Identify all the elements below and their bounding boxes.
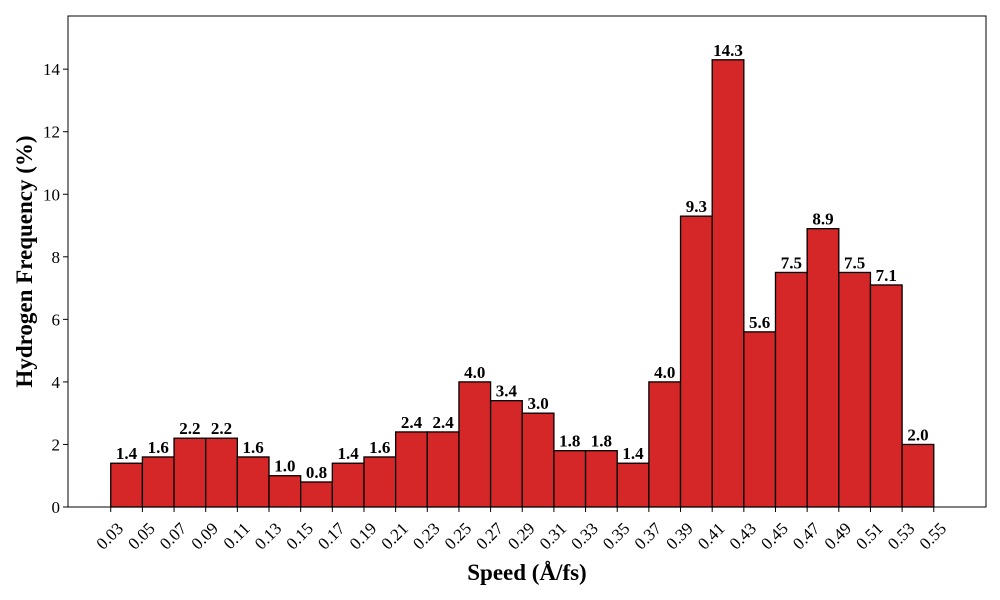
x-tick-label-5: 0.13 <box>251 519 285 553</box>
bar-21 <box>774 271 808 508</box>
bar-value-label-16: 1.4 <box>622 444 644 463</box>
bar-9 <box>394 431 428 508</box>
bar-value-label-2: 2.2 <box>179 419 200 438</box>
x-tick-label-12: 0.27 <box>472 519 507 554</box>
bar-value-label-11: 4.0 <box>464 363 485 382</box>
x-tick-label-7: 0.17 <box>314 519 349 554</box>
x-tick-label-13: 0.29 <box>504 519 538 553</box>
bar-value-label-9: 2.4 <box>401 413 423 432</box>
bar-14 <box>553 450 587 508</box>
bar-value-label-23: 7.5 <box>844 253 865 272</box>
bar-value-label-18: 9.3 <box>686 197 707 216</box>
x-ticks-group: 0.030.050.070.090.110.130.150.170.190.21… <box>93 507 950 554</box>
bar-16 <box>616 462 650 508</box>
y-tick-label-0: 0 <box>52 498 61 517</box>
y-ticks-group: 0 2 4 6 8 10 12 14 <box>43 60 68 517</box>
bar-value-label-3: 2.2 <box>211 419 232 438</box>
bar-value-label-0: 1.4 <box>116 444 138 463</box>
bar-13 <box>521 412 555 508</box>
bar-11 <box>458 381 492 508</box>
bar-value-label-4: 1.6 <box>243 438 264 457</box>
x-tick-label-24: 0.51 <box>852 519 886 553</box>
bar-value-label-25: 2.0 <box>907 425 928 444</box>
x-tick-label-11: 0.25 <box>441 519 475 553</box>
bar-value-label-5: 1.0 <box>274 457 295 476</box>
bar-value-label-19: 14.3 <box>713 41 743 60</box>
x-tick-label-14: 0.31 <box>536 519 570 553</box>
x-tick-label-15: 0.33 <box>567 519 601 553</box>
bars-group <box>110 59 935 508</box>
bar-25 <box>901 443 935 508</box>
x-tick-label-9: 0.21 <box>377 519 411 553</box>
y-axis-label: Hydrogen Frequency (%) <box>12 135 37 387</box>
y-tick-label-3: 6 <box>52 310 61 329</box>
x-tick-label-0: 0.03 <box>93 519 127 553</box>
x-tick-label-21: 0.45 <box>757 519 791 553</box>
x-tick-label-22: 0.47 <box>789 519 824 554</box>
bar-value-label-7: 1.4 <box>338 444 360 463</box>
bar-7 <box>331 462 365 508</box>
bar-8 <box>363 456 397 508</box>
y-tick-label-6: 12 <box>43 123 60 142</box>
bar-value-label-24: 7.1 <box>876 266 897 285</box>
bar-17 <box>648 381 682 508</box>
y-tick-label-5: 10 <box>43 185 60 204</box>
x-tick-label-18: 0.39 <box>662 519 696 553</box>
bar-1 <box>141 456 175 508</box>
bar-2 <box>173 437 207 508</box>
bar-15 <box>584 450 618 508</box>
bar-value-label-8: 1.6 <box>369 438 390 457</box>
bar-19 <box>711 59 745 508</box>
x-tick-label-19: 0.41 <box>694 519 728 553</box>
bar-value-label-22: 8.9 <box>812 210 833 229</box>
y-tick-label-7: 14 <box>43 60 61 79</box>
bar-value-label-6: 0.8 <box>306 463 327 482</box>
bar-6 <box>300 481 333 508</box>
x-tick-label-3: 0.09 <box>188 519 222 553</box>
x-tick-label-16: 0.35 <box>599 519 633 553</box>
x-tick-label-25: 0.53 <box>884 519 918 553</box>
y-tick-label-2: 4 <box>52 373 61 392</box>
bar-0 <box>110 462 144 508</box>
x-tick-label-8: 0.19 <box>346 519 380 553</box>
bar-4 <box>236 456 270 508</box>
x-axis-label: Speed (Å/fs) <box>467 560 586 585</box>
y-tick-label-4: 8 <box>52 248 61 267</box>
bar-value-label-12: 3.4 <box>496 382 518 401</box>
x-tick-label-10: 0.23 <box>409 519 443 553</box>
bar-3 <box>205 437 239 508</box>
bar-value-label-15: 1.8 <box>591 432 612 451</box>
x-tick-label-23: 0.49 <box>821 519 855 553</box>
bar-20 <box>743 331 777 508</box>
bar-labels-group: 1.4 1.6 2.2 2.2 1.6 1.0 0.8 1.4 1.6 2.4 2.4 4.0 3.4 3… <box>116 41 929 482</box>
x-tick-label-17: 0.37 <box>631 519 666 554</box>
x-tick-label-1: 0.05 <box>124 519 158 553</box>
x-tick-label-20: 0.43 <box>726 519 760 553</box>
bar-value-label-20: 5.6 <box>749 313 770 332</box>
plot-frame <box>67 15 987 508</box>
bar-10 <box>426 431 460 508</box>
bar-12 <box>489 400 523 508</box>
bar-value-label-17: 4.0 <box>654 363 675 382</box>
bar-value-label-21: 7.5 <box>781 253 802 272</box>
bar-24 <box>869 284 903 508</box>
bar-value-label-1: 1.6 <box>148 438 169 457</box>
bar-23 <box>838 271 872 508</box>
bar-22 <box>806 228 840 508</box>
bar-value-label-10: 2.4 <box>432 413 454 432</box>
x-tick-label-4: 0.11 <box>220 519 254 553</box>
x-tick-label-2: 0.07 <box>156 519 191 554</box>
y-tick-label-1: 2 <box>52 435 61 454</box>
bar-18 <box>679 215 713 508</box>
bar-value-label-14: 1.8 <box>559 432 580 451</box>
bar-5 <box>268 475 302 508</box>
bar-value-label-13: 3.0 <box>527 394 548 413</box>
x-tick-label-26: 0.55 <box>916 519 950 553</box>
x-tick-label-6: 0.15 <box>283 519 317 553</box>
